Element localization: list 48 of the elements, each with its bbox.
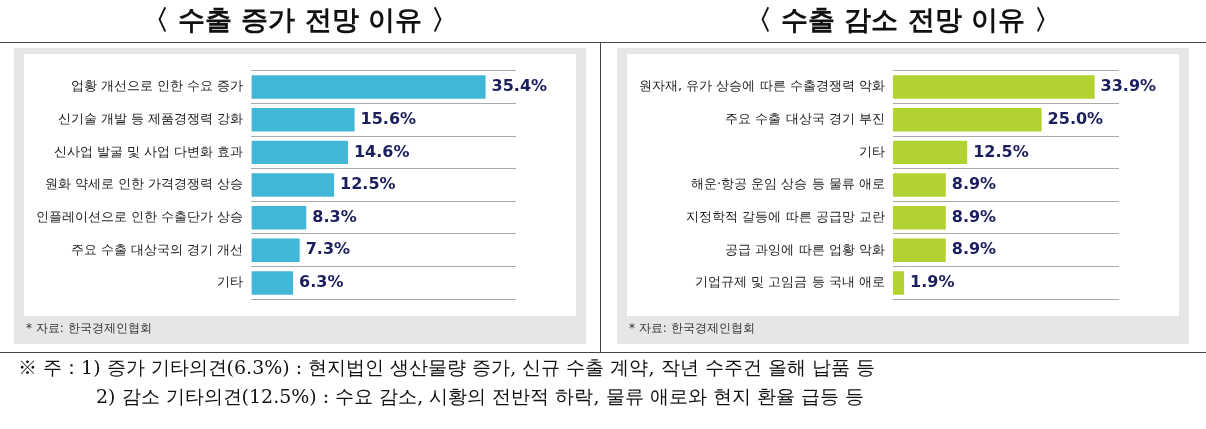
bar <box>892 108 1042 132</box>
bar <box>251 108 355 132</box>
bar <box>892 205 946 230</box>
y-tick-label: 해운·항공 운임 상승 등 물류 애로 <box>691 176 885 192</box>
y-tick-label: 지정학적 갈등에 따른 공급망 교란 <box>686 209 885 224</box>
bar <box>892 173 946 197</box>
bar <box>892 75 1095 99</box>
data-label: 25.0% <box>1047 108 1104 128</box>
data-label: 6.3% <box>299 272 344 292</box>
data-label: 8.3% <box>312 206 357 226</box>
y-tick-label: 인플레이션으로 인한 수출단가 상승 <box>35 209 244 224</box>
data-label: 15.6% <box>360 108 417 128</box>
y-tick-label: 기타 <box>858 143 885 159</box>
bar <box>251 205 307 230</box>
y-tick-label: 주요 수출 대상국의 경기 개선 <box>70 241 244 257</box>
data-label: 7.3% <box>305 239 351 259</box>
bar <box>251 271 294 295</box>
y-tick-label: 원화 약세로 인한 가격경쟁력 상승 <box>44 176 244 192</box>
bar <box>251 140 348 165</box>
text: 2) 감소 기타의견(12.5%) : 수요 감소, 시황의 전반적 하락, 물류 애로와 현지 환율 급등 등 <box>95 384 865 409</box>
y-tick-label: 원자재, 유가 상승에 따른 수출경쟁력 악화 <box>639 78 885 94</box>
y-tick-label: 신기술 개발 등 제품경쟁력 강화 <box>57 111 244 127</box>
bar <box>892 140 968 165</box>
data-label: 8.9% <box>951 239 997 259</box>
text: * 자료: 한국경제인협회 <box>629 320 755 337</box>
y-tick-label: 업황 개선으로 인한 수요 증가 <box>70 78 244 94</box>
bar <box>251 75 486 99</box>
y-tick-label: 신사업 발굴 및 사업 다변화 효과 <box>53 143 244 159</box>
y-tick-label: 기업규제 및 고임금 등 국내 애로 <box>695 274 885 290</box>
data-label: 33.9% <box>1100 76 1157 96</box>
bar <box>892 271 905 295</box>
data-label: 8.9% <box>951 206 997 226</box>
chart-title: 〈 수출 감소 전망 이유 〉 <box>743 3 1063 37</box>
bar <box>251 173 335 197</box>
data-label: 12.5% <box>973 141 1029 161</box>
data-label: 35.4% <box>491 76 548 96</box>
data-label: 14.6% <box>353 141 410 161</box>
y-tick-label: 주요 수출 대상국 경기 부진 <box>725 111 885 127</box>
text: * 자료: 한국경제인협회 <box>26 320 152 337</box>
data-label: 8.9% <box>951 174 997 194</box>
chart-title: 〈 수출 증가 전망 이유 〉 <box>140 3 460 37</box>
text: ※ 주：1) 증가 기타의견(6.3%) : 현지법인 생산물량 증가, 신규 수출 계약, 작년 수주건 올해 납품 등 <box>17 355 876 380</box>
data-label: 12.5% <box>340 174 396 194</box>
y-tick-label: 공급 과잉에 따른 업황 악화 <box>725 241 885 257</box>
bar <box>892 238 946 262</box>
bar <box>251 238 300 262</box>
y-tick-label: 기타 <box>217 274 244 290</box>
data-label: 1.9% <box>910 272 955 292</box>
